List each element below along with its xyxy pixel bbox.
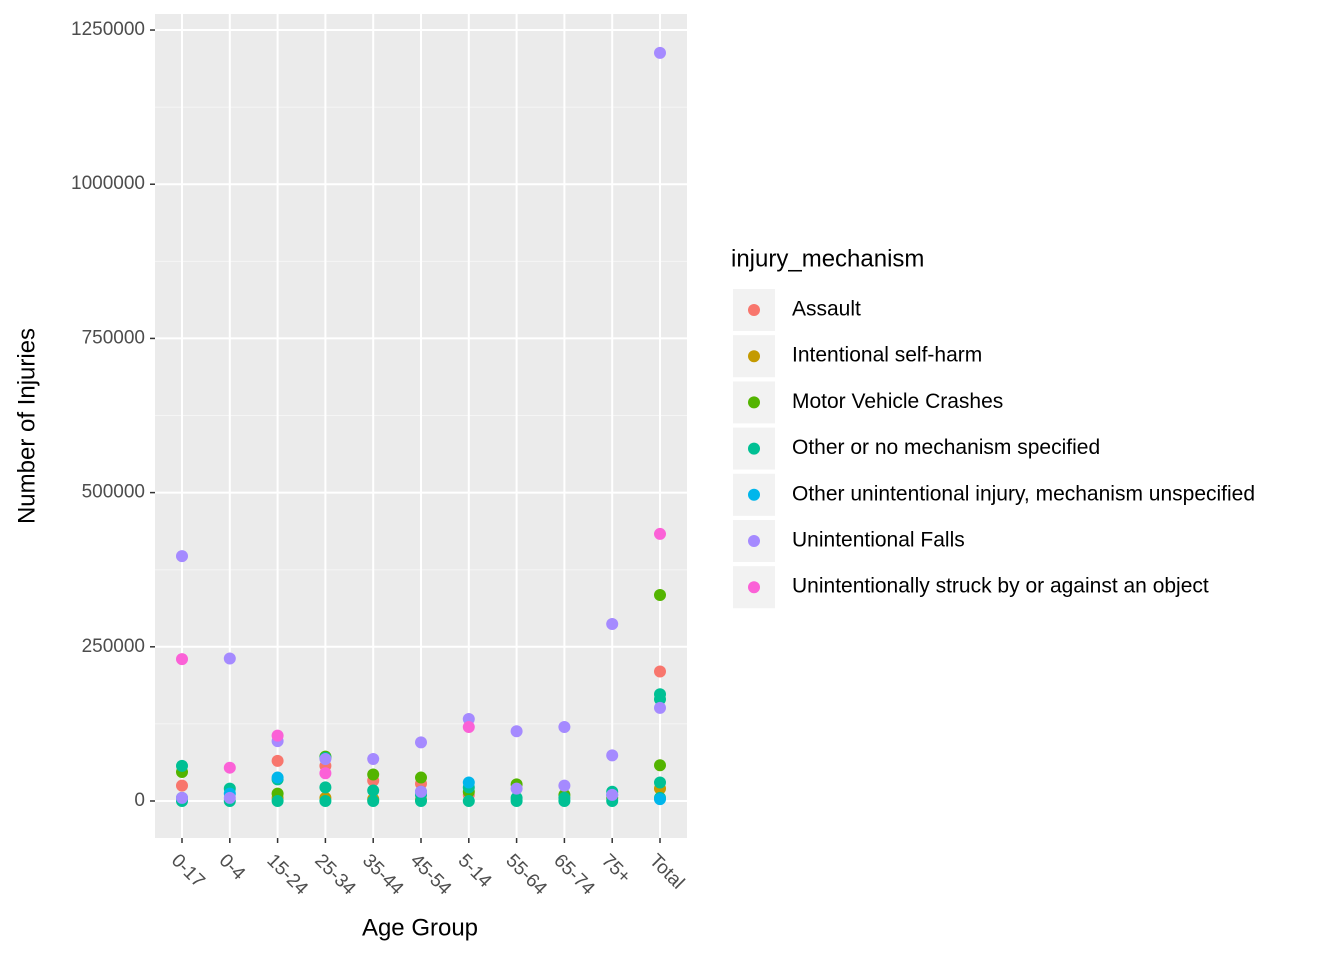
point [654,759,666,772]
legend-label: Motor Vehicle Crashes [792,390,1003,413]
point [606,617,619,630]
x-tick-label: 35-44 [358,850,408,900]
point [367,768,380,781]
point [558,720,571,733]
y-tick-label: 750000 [82,327,145,348]
x-tick-label: 5-14 [454,850,496,892]
point [176,550,188,563]
legend-marker [748,488,760,501]
point [319,794,332,807]
point [319,753,332,766]
point [319,767,332,780]
legend-marker [748,535,760,547]
point [606,749,619,762]
y-axis-title: Number of Injuries [13,328,40,524]
legend-label: Assault [792,298,861,321]
point [367,753,380,766]
x-tick-label: 15-24 [263,850,313,900]
x-tick-label: 0-17 [167,850,209,892]
point [654,527,666,540]
point [176,779,188,792]
point [223,652,236,665]
point [415,771,427,784]
point [462,794,475,807]
point [415,794,427,807]
point [510,725,523,738]
point [654,665,666,678]
legend-label: Other or no mechanism specified [792,436,1100,459]
point [654,588,666,601]
point [271,794,284,807]
x-tick-label: 65-74 [549,850,599,900]
y-tick-label: 250000 [82,636,145,657]
point [271,771,284,784]
point [558,779,571,792]
point [654,793,666,806]
y-tick-label: 0 [134,790,145,811]
legend-marker [748,396,760,409]
point [223,761,236,774]
x-tick-label: 0-4 [215,850,250,885]
point [176,759,188,772]
x-axis-title: Age Group [362,914,478,941]
x-tick-label: 75+ [597,850,635,888]
point [271,754,284,767]
point [654,701,666,714]
point [654,693,666,706]
legend-label: Other unintentional injury, mechanism un… [792,482,1255,505]
x-tick-label: Total [645,850,688,893]
point [654,46,666,59]
x-tick-label: 45-54 [406,850,456,900]
point [367,794,380,807]
legend-label: Unintentional Falls [792,529,965,552]
point [176,791,188,804]
legend-label: Intentional self-harm [792,344,982,367]
legend-marker [748,581,760,594]
legend-marker [748,350,760,363]
point [415,736,427,749]
point [367,784,380,797]
point [510,794,523,807]
point [271,729,284,742]
point [176,653,188,666]
x-tick-label: 55-64 [502,850,552,900]
point [510,782,523,795]
x-tick-label: 25-34 [310,850,360,900]
point [606,788,619,801]
point [558,794,571,807]
legend-title: injury_mechanism [731,245,924,272]
legend-marker [748,442,760,455]
point [462,720,475,733]
point [654,776,666,789]
point [319,781,332,794]
legend-label: Unintentionally struck by or against an … [792,575,1209,598]
y-tick-label: 1000000 [71,173,145,194]
point [415,785,427,798]
y-tick-label: 500000 [82,482,145,503]
point [462,776,475,789]
legend-marker [748,304,760,316]
point [223,791,236,804]
y-tick-label: 1250000 [71,19,145,40]
